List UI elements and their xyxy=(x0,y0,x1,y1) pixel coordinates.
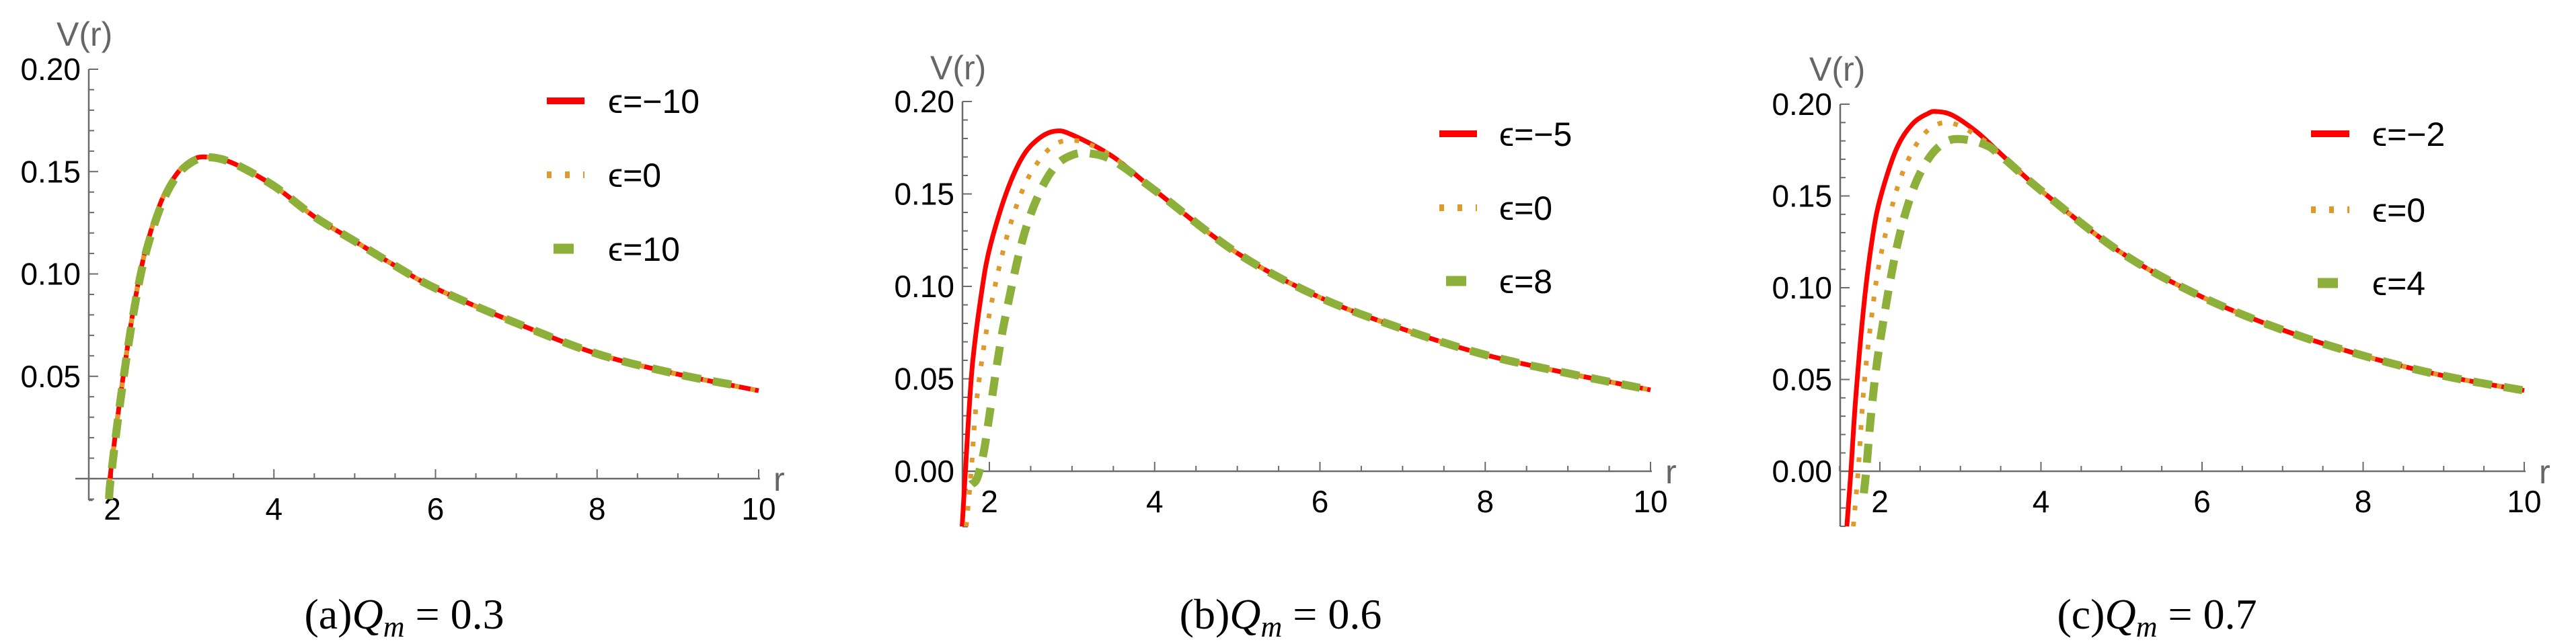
y-axis-label: V(r) xyxy=(56,15,112,53)
caption-value: = 0.3 xyxy=(404,590,504,638)
legend-label: ϵ=8 xyxy=(1499,263,1552,300)
legend-label: ϵ=4 xyxy=(2372,265,2425,303)
y-tick-label: 0.05 xyxy=(1772,362,1832,397)
y-tick-label: 0.15 xyxy=(20,154,81,189)
caption-prefix: (a) xyxy=(304,590,352,638)
x-tick-label: 4 xyxy=(1146,484,1164,519)
y-axis-label: V(r) xyxy=(1809,50,1865,88)
y-axis-label: V(r) xyxy=(930,49,986,87)
y-tick-label: 0.05 xyxy=(20,359,81,394)
panel-caption: (c)Qm = 0.7 xyxy=(2057,590,2257,642)
caption-prefix: (b) xyxy=(1180,590,1230,638)
caption-subscript: m xyxy=(1260,610,1282,642)
series-line-solid xyxy=(960,128,1651,526)
panel-b: 2 4 6 8 10 0.00 0.05 0.10 0.15 0.20V(r) r ϵ=−5 ϵ=0 ϵ=… xyxy=(894,49,1676,642)
series-line-dotted xyxy=(1851,120,2525,526)
caption-variable: Q xyxy=(352,590,383,638)
x-axis-label: r xyxy=(2539,453,2550,491)
panel-a: 2 4 6 8 100.050.100.150.20V(r)rϵ=−10ϵ=0ϵ=10(… xyxy=(20,15,784,642)
x-tick-label: 6 xyxy=(2193,484,2211,519)
legend-label: ϵ=0 xyxy=(1499,190,1552,227)
y-tick-label: 0.15 xyxy=(1772,179,1832,214)
y-tick-label: 0.05 xyxy=(894,362,954,397)
caption-variable: Q xyxy=(1229,590,1260,638)
x-tick-label: 6 xyxy=(427,491,445,526)
x-tick-label: 8 xyxy=(589,491,606,526)
x-tick-label: 2 xyxy=(981,484,998,519)
series-line-dashed xyxy=(968,149,1652,488)
legend-label: ϵ=0 xyxy=(2372,192,2425,229)
y-tick-label: 0.20 xyxy=(20,52,81,87)
y-tick-label: 0.00 xyxy=(1772,454,1832,489)
x-tick-label: 6 xyxy=(1312,484,1329,519)
x-tick-label: 8 xyxy=(2355,484,2372,519)
x-tick-label: 2 xyxy=(1871,484,1889,519)
x-tick-label: 4 xyxy=(2033,484,2050,519)
series-line-solid xyxy=(1844,109,2525,526)
legend-label: ϵ=10 xyxy=(608,231,680,268)
x-tick-label: 4 xyxy=(265,491,282,526)
caption-value: = 0.6 xyxy=(1282,590,1381,638)
y-tick-label: 0.10 xyxy=(894,269,954,304)
legend-label: ϵ=0 xyxy=(608,157,661,194)
x-tick-label: 10 xyxy=(1633,484,1667,519)
caption-subscript: m xyxy=(383,610,405,642)
panel-caption: (a)Qm = 0.3 xyxy=(304,590,504,642)
y-tick-label: 0.15 xyxy=(894,177,954,212)
y-tick-label: 0.10 xyxy=(20,257,81,292)
y-tick-label: 0.00 xyxy=(894,454,954,489)
caption-subscript: m xyxy=(2136,610,2158,642)
x-tick-label: 10 xyxy=(741,491,775,526)
legend-label: ϵ=−5 xyxy=(1499,116,1572,153)
x-tick-label: 8 xyxy=(1476,484,1494,519)
panel-c: 2 4 6 8 10 0.00 0.05 0.10 0.15 0.20V(r) r ϵ=−2 ϵ=0 ϵ=… xyxy=(1772,50,2550,642)
series-line-dashed xyxy=(105,153,744,499)
x-tick-label: 10 xyxy=(2507,484,2541,519)
caption-value: = 0.7 xyxy=(2157,590,2257,638)
legend-label: ϵ=−10 xyxy=(608,83,699,120)
y-tick-label: 0.10 xyxy=(1772,270,1832,305)
y-tick-label: 0.20 xyxy=(1772,87,1832,122)
legend-label: ϵ=−2 xyxy=(2372,116,2445,153)
caption-variable: Q xyxy=(2105,590,2135,638)
series-line-dashed xyxy=(1860,134,2526,494)
caption-prefix: (c) xyxy=(2057,590,2105,638)
y-tick-label: 0.20 xyxy=(894,84,954,119)
panel-caption: (b)Qm = 0.6 xyxy=(1180,590,1382,642)
series-line-dotted xyxy=(106,154,759,499)
series-line-solid xyxy=(106,154,759,499)
x-axis-label: r xyxy=(1665,453,1677,491)
x-axis-label: r xyxy=(773,460,785,498)
